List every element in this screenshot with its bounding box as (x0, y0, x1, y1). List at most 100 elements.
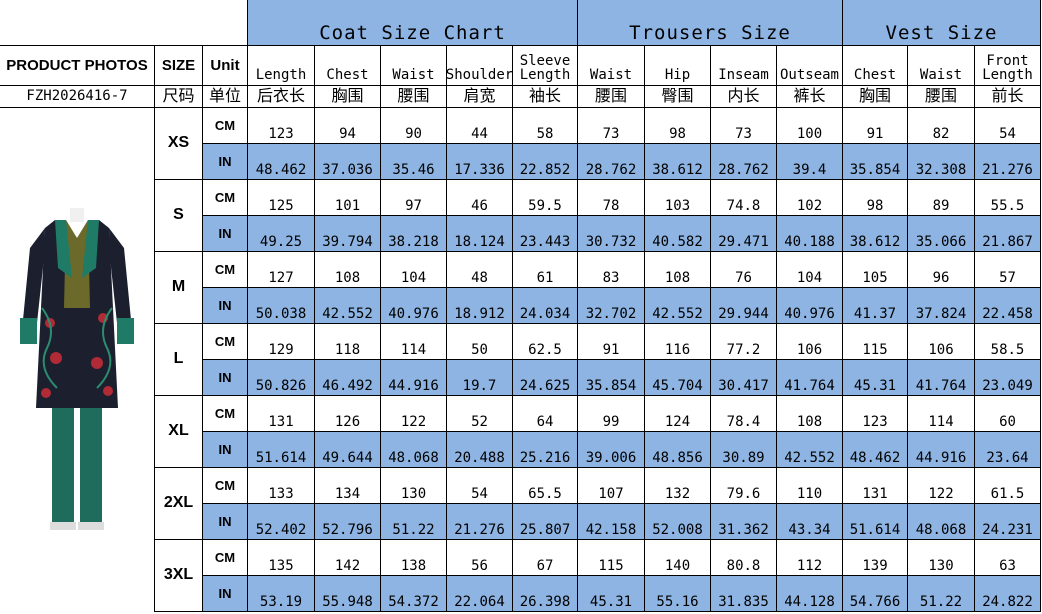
measurement: 26.398 (513, 576, 578, 612)
measurement: 39.4 (777, 144, 843, 180)
measurement: 63 (975, 540, 1041, 576)
measurement: 125 (248, 180, 315, 216)
measurement: 50 (447, 324, 513, 360)
measurement: 42.158 (578, 504, 645, 540)
measurement: 134 (315, 468, 381, 504)
measurement: 54 (447, 468, 513, 504)
measurement: 48.068 (381, 432, 447, 468)
measurement: 52.402 (248, 504, 315, 540)
measurement: 100 (777, 108, 843, 144)
measurement: 89 (908, 180, 975, 216)
measurement: 29.471 (711, 216, 777, 252)
column-name: Hip (645, 46, 711, 86)
measurement: 44.916 (908, 432, 975, 468)
measurement: 40.582 (645, 216, 711, 252)
measurement: 24.625 (513, 360, 578, 396)
measurement: 40.188 (777, 216, 843, 252)
group-title: Vest Size (843, 0, 1041, 46)
measurement: 46 (447, 180, 513, 216)
measurement: 80.8 (711, 540, 777, 576)
measurement: 142 (315, 540, 381, 576)
measurement: 51.614 (843, 504, 908, 540)
measurement: 114 (381, 324, 447, 360)
size-label: XS (155, 108, 203, 180)
measurement: 116 (645, 324, 711, 360)
measurement: 40.976 (777, 288, 843, 324)
measurement: 135 (248, 540, 315, 576)
measurement: 62.5 (513, 324, 578, 360)
measurement: 74.8 (711, 180, 777, 216)
size-label: XL (155, 396, 203, 468)
measurement: 115 (843, 324, 908, 360)
column-name: Shoulder (447, 46, 513, 86)
measurement: 78.4 (711, 396, 777, 432)
measurement: 123 (843, 396, 908, 432)
measurement: 45.704 (645, 360, 711, 396)
measurement: 17.336 (447, 144, 513, 180)
measurement: 28.762 (711, 144, 777, 180)
measurement: 28.762 (578, 144, 645, 180)
measurement: 44.128 (777, 576, 843, 612)
measurement: 127 (248, 252, 315, 288)
column-name-zh: 裤长 (777, 86, 843, 108)
measurement: 52.796 (315, 504, 381, 540)
measurement: 35.854 (578, 360, 645, 396)
measurement: 130 (908, 540, 975, 576)
column-name-zh: 腰围 (381, 86, 447, 108)
measurement: 31.362 (711, 504, 777, 540)
measurement: 124 (645, 396, 711, 432)
measurement: 107 (578, 468, 645, 504)
unit-header-zh: 单位 (203, 86, 248, 108)
measurement: 103 (645, 180, 711, 216)
size-header-zh: 尺码 (155, 86, 203, 108)
measurement: 99 (578, 396, 645, 432)
measurement: 123 (248, 108, 315, 144)
product-photo (0, 108, 155, 612)
measurement: 46.492 (315, 360, 381, 396)
measurement: 108 (315, 252, 381, 288)
measurement: 30.89 (711, 432, 777, 468)
photos-header: PRODUCT PHOTOS (0, 46, 155, 86)
column-name-zh: 前长 (975, 86, 1041, 108)
measurement: 23.443 (513, 216, 578, 252)
measurement: 35.854 (843, 144, 908, 180)
measurement: 48.462 (248, 144, 315, 180)
column-name: Outseam (777, 46, 843, 86)
measurement: 23.049 (975, 360, 1041, 396)
measurement: 37.036 (315, 144, 381, 180)
measurement: 129 (248, 324, 315, 360)
unit-label: CM (203, 108, 248, 144)
unit-label: IN (203, 576, 248, 612)
measurement: 48.068 (908, 504, 975, 540)
column-name: Inseam (711, 46, 777, 86)
measurement: 49.644 (315, 432, 381, 468)
measurement: 39.006 (578, 432, 645, 468)
measurement: 38.612 (843, 216, 908, 252)
measurement: 106 (908, 324, 975, 360)
measurement: 54 (975, 108, 1041, 144)
blank-header (0, 0, 248, 46)
measurement: 104 (381, 252, 447, 288)
measurement: 114 (908, 396, 975, 432)
measurement: 102 (777, 180, 843, 216)
measurement: 83 (578, 252, 645, 288)
measurement: 41.764 (908, 360, 975, 396)
unit-label: CM (203, 252, 248, 288)
measurement: 79.6 (711, 468, 777, 504)
column-name-zh: 腰围 (908, 86, 975, 108)
measurement: 44.916 (381, 360, 447, 396)
measurement: 32.308 (908, 144, 975, 180)
measurement: 73 (578, 108, 645, 144)
measurement: 37.824 (908, 288, 975, 324)
measurement: 43.34 (777, 504, 843, 540)
measurement: 122 (381, 396, 447, 432)
measurement: 98 (645, 108, 711, 144)
measurement: 18.124 (447, 216, 513, 252)
measurement: 24.034 (513, 288, 578, 324)
measurement: 51.22 (908, 576, 975, 612)
measurement: 35.46 (381, 144, 447, 180)
measurement: 61 (513, 252, 578, 288)
measurement: 112 (777, 540, 843, 576)
measurement: 138 (381, 540, 447, 576)
measurement: 58 (513, 108, 578, 144)
